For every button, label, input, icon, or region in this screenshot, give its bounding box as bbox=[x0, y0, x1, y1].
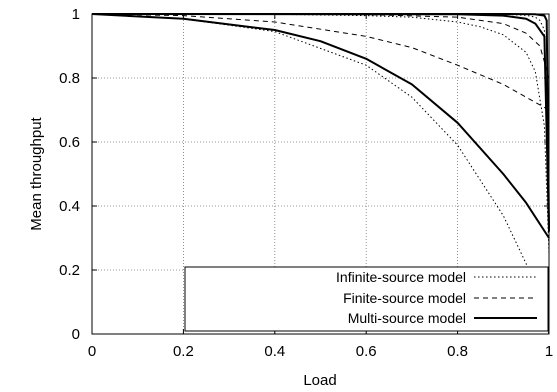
legend-label-multi: Multi-source model bbox=[348, 310, 466, 326]
y-tick-label: 0.6 bbox=[59, 134, 80, 151]
x-tick-label: 1 bbox=[545, 343, 553, 360]
legend: Infinite-source model Finite-source mode… bbox=[184, 266, 549, 332]
y-tick-label: 0 bbox=[72, 326, 80, 343]
axis-ticks: 0 0.2 0.4 0.6 0.8 1 0 0.2 0.4 0.6 0.8 1 bbox=[59, 6, 553, 360]
y-tick-label: 0.4 bbox=[59, 198, 80, 215]
series-line-multi bbox=[91, 13, 550, 239]
x-tick-label: 0.8 bbox=[447, 343, 468, 360]
y-tick-label: 0.2 bbox=[59, 262, 80, 279]
y-tick-label: 0.8 bbox=[59, 70, 80, 87]
y-axis-label: Mean throughput bbox=[28, 116, 45, 230]
x-tick-label: 0.4 bbox=[264, 343, 285, 360]
legend-label-finite: Finite-source model bbox=[343, 290, 466, 306]
x-axis-label: Load bbox=[303, 372, 336, 389]
legend-label-infinite: Infinite-source model bbox=[336, 269, 466, 285]
series-line-infinite bbox=[91, 13, 550, 255]
series-line-infinite bbox=[91, 13, 550, 335]
x-tick-label: 0 bbox=[88, 343, 96, 360]
series-line-finite bbox=[91, 13, 550, 111]
legend-box bbox=[184, 266, 549, 332]
x-tick-label: 0.2 bbox=[173, 343, 194, 360]
x-tick-label: 0.6 bbox=[356, 343, 377, 360]
plot-frame bbox=[91, 13, 550, 335]
y-tick-label: 1 bbox=[72, 6, 80, 23]
